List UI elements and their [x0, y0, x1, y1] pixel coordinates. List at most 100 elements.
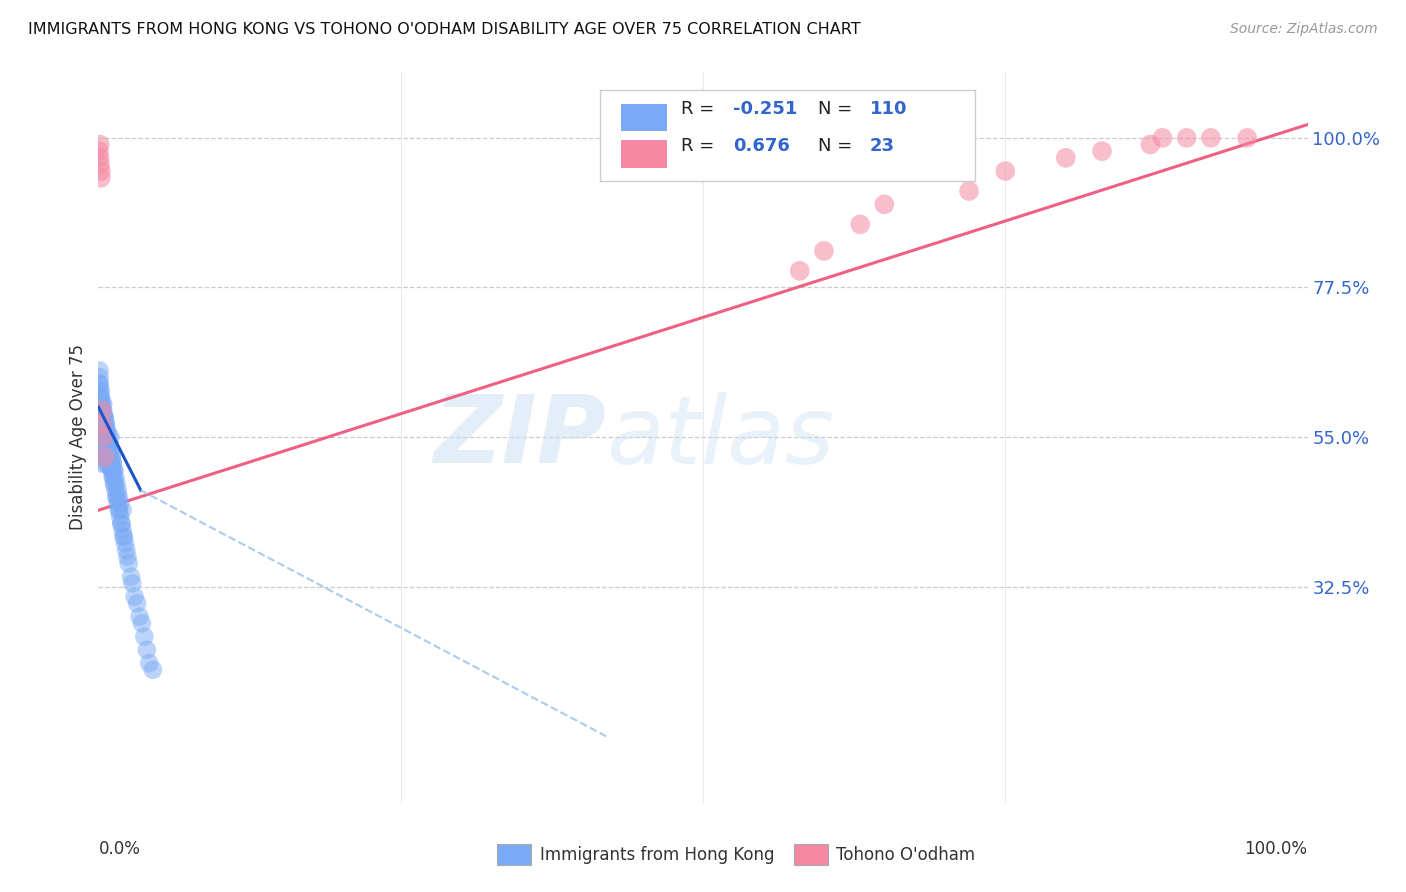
Point	[107, 497, 129, 511]
Point	[135, 643, 157, 657]
Point	[120, 570, 142, 584]
Point	[93, 436, 115, 450]
Point	[100, 463, 122, 477]
Point	[94, 417, 117, 431]
Point	[101, 470, 124, 484]
Text: 0.676: 0.676	[734, 137, 790, 155]
Point	[96, 424, 118, 438]
Point	[110, 516, 132, 531]
Point	[94, 430, 117, 444]
Text: -0.251: -0.251	[734, 101, 797, 119]
Point	[117, 549, 139, 564]
Point	[104, 470, 127, 484]
Point	[96, 450, 118, 464]
Point	[93, 424, 115, 438]
Text: 100.0%: 100.0%	[1244, 840, 1308, 858]
Point	[107, 483, 129, 498]
Point	[90, 390, 112, 404]
Point	[101, 457, 124, 471]
Point	[105, 476, 128, 491]
Point	[131, 616, 153, 631]
Point	[98, 436, 121, 450]
Y-axis label: Disability Age Over 75: Disability Age Over 75	[69, 344, 87, 530]
Text: 23: 23	[870, 137, 894, 155]
Point	[89, 403, 111, 417]
Text: ZIP: ZIP	[433, 391, 606, 483]
Point	[103, 463, 125, 477]
Point	[89, 417, 111, 431]
Point	[91, 430, 114, 444]
Point	[89, 370, 111, 384]
Point	[93, 417, 115, 431]
Point	[94, 430, 117, 444]
Point	[91, 457, 114, 471]
Point	[93, 410, 115, 425]
Point	[138, 656, 160, 670]
Text: Immigrants from Hong Kong: Immigrants from Hong Kong	[540, 846, 775, 863]
Point	[100, 450, 122, 464]
Point	[90, 450, 112, 464]
Text: IMMIGRANTS FROM HONG KONG VS TOHONO O'ODHAM DISABILITY AGE OVER 75 CORRELATION C: IMMIGRANTS FROM HONG KONG VS TOHONO O'OD…	[28, 22, 860, 37]
Point	[97, 443, 120, 458]
Point	[108, 490, 131, 504]
Point	[89, 376, 111, 391]
Point	[104, 483, 127, 498]
Point	[849, 217, 872, 231]
FancyBboxPatch shape	[793, 845, 828, 865]
Point	[108, 503, 131, 517]
Point	[91, 430, 114, 444]
Point	[91, 443, 114, 458]
Point	[97, 457, 120, 471]
Point	[789, 264, 811, 278]
Point	[91, 417, 114, 431]
Point	[89, 151, 111, 165]
Point	[98, 450, 121, 464]
Point	[89, 363, 111, 377]
FancyBboxPatch shape	[621, 103, 666, 131]
Point	[91, 424, 114, 438]
Point	[89, 157, 111, 171]
Point	[105, 490, 128, 504]
Text: Tohono O'odham: Tohono O'odham	[837, 846, 976, 863]
Point	[101, 457, 124, 471]
Point	[91, 410, 114, 425]
Point	[100, 443, 122, 458]
Point	[121, 576, 143, 591]
Point	[100, 450, 122, 464]
FancyBboxPatch shape	[621, 140, 666, 168]
Point	[813, 244, 835, 258]
Point	[91, 450, 114, 464]
Point	[1175, 131, 1198, 145]
Point	[111, 523, 134, 537]
Point	[90, 170, 112, 185]
Point	[127, 596, 149, 610]
Text: N =: N =	[818, 137, 858, 155]
Point	[97, 430, 120, 444]
Point	[89, 137, 111, 152]
Point	[89, 430, 111, 444]
Point	[94, 457, 117, 471]
Text: atlas: atlas	[606, 392, 835, 483]
Point	[89, 376, 111, 391]
Point	[89, 443, 111, 458]
Point	[91, 424, 114, 438]
Point	[91, 410, 114, 425]
Point	[91, 403, 114, 417]
Point	[114, 536, 136, 550]
Point	[98, 450, 121, 464]
Point	[108, 509, 131, 524]
Point	[134, 630, 156, 644]
Point	[98, 436, 121, 450]
Point	[1199, 131, 1222, 145]
Text: 0.0%: 0.0%	[98, 840, 141, 858]
Point	[1139, 137, 1161, 152]
Point	[97, 443, 120, 458]
Point	[93, 450, 115, 464]
Point	[96, 424, 118, 438]
Point	[128, 609, 150, 624]
Point	[112, 530, 135, 544]
Point	[90, 397, 112, 411]
Point	[93, 410, 115, 425]
Point	[1236, 131, 1258, 145]
Point	[1091, 144, 1114, 158]
